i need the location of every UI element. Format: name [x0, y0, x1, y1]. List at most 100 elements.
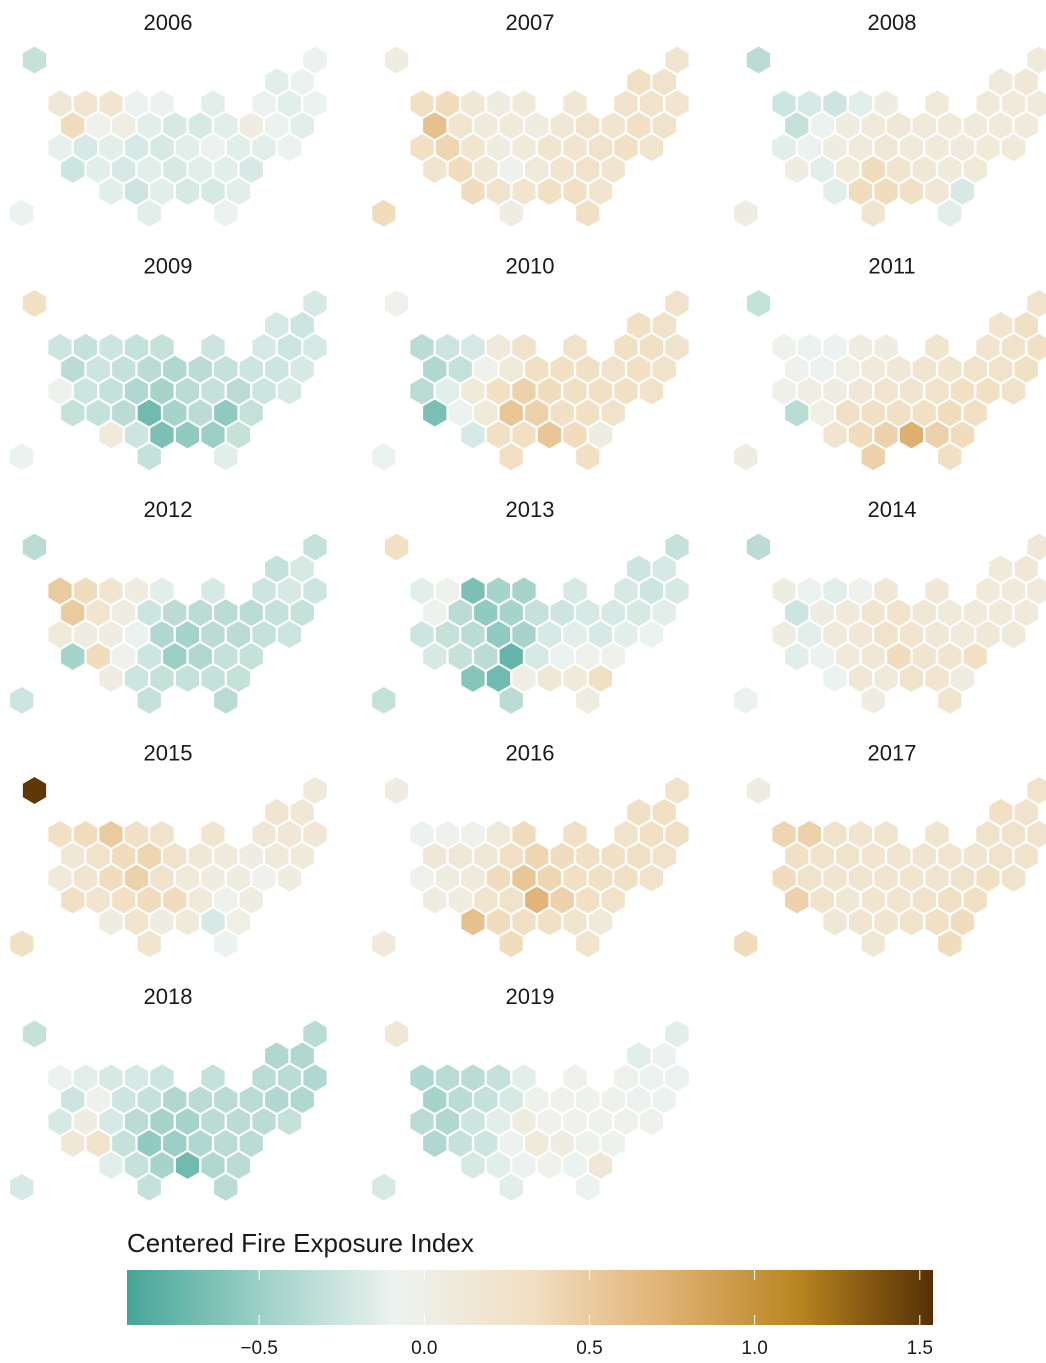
hex-cell — [744, 44, 773, 76]
hex-cell — [459, 662, 487, 695]
hex-cell — [382, 774, 411, 807]
hex-cell — [59, 640, 87, 673]
hex-cell — [382, 1018, 411, 1050]
colorbar-tick-label: 1.0 — [741, 1338, 767, 1358]
panel-title: 2012 — [144, 497, 193, 522]
hex-cell — [135, 1171, 163, 1204]
hex-cell — [421, 397, 449, 429]
panel-title: 2015 — [144, 741, 193, 766]
hex-cell — [936, 441, 964, 473]
hex-cell — [574, 197, 602, 230]
hex-cell — [459, 906, 487, 938]
hex-cell — [59, 884, 87, 916]
hex-cell — [783, 153, 811, 186]
colorbar-tick-label: 0.5 — [576, 1338, 602, 1358]
hex-cell — [212, 928, 240, 960]
hex-cell — [59, 153, 87, 186]
hex-cell — [859, 197, 887, 230]
hex-cell — [421, 884, 449, 916]
hex-cell — [370, 928, 398, 960]
hex-cell — [370, 441, 398, 473]
hex-cell — [382, 287, 411, 320]
hex-cell — [574, 684, 602, 717]
panel-title: 2007 — [506, 10, 555, 35]
hex-cell — [936, 684, 964, 717]
hex-cell — [421, 153, 449, 186]
hex-cell — [859, 928, 887, 960]
hex-cell — [999, 862, 1028, 894]
hex-cell — [173, 906, 202, 938]
hex-cell — [135, 928, 163, 960]
hex-cell — [744, 531, 773, 563]
hex-cell — [173, 175, 202, 208]
hex-cell — [421, 640, 449, 673]
hex-cell — [497, 1171, 525, 1204]
hex-cell — [459, 419, 487, 451]
hex-cell — [275, 375, 304, 407]
hex-cell — [821, 419, 849, 451]
hex-cell — [999, 375, 1028, 407]
hex-cell — [20, 774, 49, 807]
hex-cell — [459, 1149, 487, 1182]
hex-cell — [97, 1149, 125, 1182]
hex-cell — [370, 197, 398, 230]
hex-cell — [382, 44, 411, 76]
hex-cell — [936, 928, 964, 960]
hex-cell — [637, 618, 666, 651]
hex-cell — [97, 175, 125, 208]
hex-cell — [8, 441, 36, 473]
hex-cell — [173, 1149, 202, 1182]
hex-cell — [783, 884, 811, 916]
hex-cell — [459, 175, 487, 208]
panel-title: 2009 — [144, 254, 193, 279]
hex-cell — [637, 131, 666, 164]
hex-cell — [275, 618, 304, 651]
hex-cell — [821, 662, 849, 695]
colorbar-tick-label: −0.5 — [240, 1338, 278, 1358]
hex-cell — [59, 397, 87, 429]
hex-cell — [637, 375, 666, 407]
hex-cell — [275, 131, 304, 164]
panel-title: 2017 — [868, 741, 917, 766]
colorbar — [127, 1270, 933, 1325]
hex-cell — [783, 640, 811, 673]
legend-title: Centered Fire Exposure Index — [127, 1228, 474, 1258]
hex-cell — [135, 441, 163, 473]
hex-cell — [8, 1171, 36, 1204]
hex-cell — [212, 197, 240, 230]
hex-cell — [20, 287, 49, 320]
hex-cell — [275, 1105, 304, 1138]
hex-cell — [59, 1127, 87, 1160]
hex-cell — [497, 928, 525, 960]
hex-cell — [20, 531, 49, 563]
hex-cell — [999, 131, 1028, 164]
hex-cell — [382, 531, 411, 563]
hex-cell — [497, 197, 525, 230]
hex-cell — [535, 662, 564, 695]
hex-cell — [732, 684, 760, 717]
hex-cell — [212, 441, 240, 473]
colorbar-tick-label: 1.5 — [907, 1338, 933, 1358]
hex-cell — [732, 197, 760, 230]
hex-cell — [744, 774, 773, 807]
hex-cell — [212, 1171, 240, 1204]
hex-cell — [637, 862, 666, 894]
hex-cell — [936, 197, 964, 230]
hex-cell — [173, 419, 202, 451]
hex-cell — [8, 684, 36, 717]
hex-cell — [535, 1149, 564, 1182]
hex-cell — [897, 662, 926, 695]
hex-cell — [97, 662, 125, 695]
hex-cell — [535, 419, 564, 451]
hex-cell — [897, 419, 926, 451]
hex-cell — [535, 906, 564, 938]
hex-cell — [574, 441, 602, 473]
hex-cell — [783, 397, 811, 429]
hex-cell — [8, 197, 36, 230]
hex-cell — [574, 928, 602, 960]
hex-cell — [574, 1171, 602, 1204]
panel-title: 2019 — [506, 984, 555, 1009]
hex-cell — [135, 197, 163, 230]
hex-cell — [8, 928, 36, 960]
